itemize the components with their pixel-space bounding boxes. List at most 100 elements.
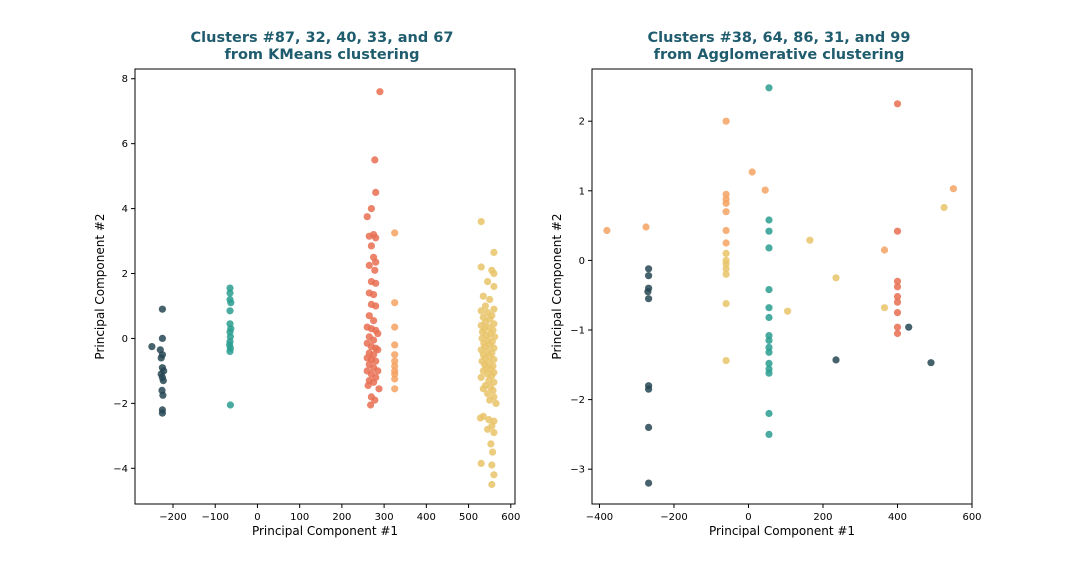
scatter-point xyxy=(880,304,889,312)
scatter-point xyxy=(371,156,379,164)
x-tick-label: 400 xyxy=(417,512,436,523)
y-tick-label: −3 xyxy=(570,465,585,476)
y-tick-label: 6 xyxy=(122,139,128,150)
y-tick-label: 1 xyxy=(579,186,585,197)
x-tick-label: −200 xyxy=(660,512,687,523)
scatter-point xyxy=(477,307,485,315)
scatter-point xyxy=(722,208,730,216)
scatter-point xyxy=(490,248,498,256)
scatter-point xyxy=(645,385,653,393)
x-tick-label: 300 xyxy=(375,512,394,523)
scatter-point xyxy=(391,323,399,331)
scatter-point xyxy=(227,299,235,307)
scatter-point xyxy=(159,377,167,385)
scatter-point xyxy=(645,272,653,280)
scatter-point xyxy=(722,300,730,308)
scatter-point xyxy=(603,226,611,235)
scatter-point xyxy=(765,244,773,252)
scatter-point xyxy=(391,351,399,359)
scatter-point xyxy=(490,355,498,364)
x-tick-label: 600 xyxy=(962,512,981,523)
scatter-point xyxy=(893,277,902,285)
chart-title-line: Clusters #87, 32, 40, 33, and 67 xyxy=(191,30,454,46)
scatter-point xyxy=(477,373,485,381)
x-tick-label: 400 xyxy=(888,512,907,523)
scatter-point xyxy=(372,357,380,365)
y-axis-label: Principal Component #2 xyxy=(550,213,564,359)
scatter-point xyxy=(374,330,382,338)
scatter-point xyxy=(226,401,234,409)
scatter-point xyxy=(371,266,379,274)
y-tick-label: 4 xyxy=(122,204,128,215)
x-tick-label: −100 xyxy=(201,512,228,523)
scatter-point xyxy=(490,269,498,278)
scatter-point xyxy=(893,309,902,317)
y-axis-label: Principal Component #2 xyxy=(93,213,107,359)
scatter-point xyxy=(645,423,653,431)
scatter-point xyxy=(722,239,730,247)
plot-area-frame xyxy=(591,68,973,505)
x-tick-label: 100 xyxy=(290,512,309,523)
scatter-point xyxy=(477,218,485,226)
y-tick-label: −4 xyxy=(113,464,128,475)
scatter-point xyxy=(363,213,371,221)
y-tick-label: 0 xyxy=(579,256,585,267)
scatter-point xyxy=(158,305,166,313)
y-tick-label: 2 xyxy=(122,269,128,280)
scatter-point xyxy=(481,302,489,310)
scatter-point xyxy=(484,278,492,286)
scatter-point xyxy=(372,234,380,242)
scatter-point xyxy=(489,448,497,456)
x-tick-label: 0 xyxy=(745,512,751,523)
scatter-point xyxy=(226,347,234,355)
scatter-point xyxy=(488,480,496,489)
scatter-point xyxy=(765,348,773,356)
scatter-point xyxy=(479,385,487,393)
y-tick-label: −1 xyxy=(570,326,585,337)
scatter-point xyxy=(479,292,487,300)
scatter-point xyxy=(370,336,378,344)
scatter-point xyxy=(893,100,902,108)
chart-title-line: from Agglomerative clustering xyxy=(654,47,905,63)
scatter-point xyxy=(226,289,234,297)
scatter-point xyxy=(927,359,935,367)
scatter-point xyxy=(765,336,773,344)
scatter-point xyxy=(367,242,375,250)
scatter-point xyxy=(893,283,902,291)
scatter-point xyxy=(893,293,902,301)
scatter-point xyxy=(391,229,399,237)
scatter-point xyxy=(765,313,773,322)
scatter-point xyxy=(148,343,156,351)
x-axis-label: Principal Component #1 xyxy=(252,524,398,538)
x-tick-label: −400 xyxy=(586,512,613,523)
scatter-point xyxy=(367,401,375,409)
scatter-point xyxy=(487,440,495,448)
scatter-point xyxy=(372,302,380,310)
scatter-point xyxy=(765,409,773,418)
plot-area-frame xyxy=(134,68,516,505)
scatter-point xyxy=(370,317,378,325)
scatter-point xyxy=(765,430,773,438)
scatter-point xyxy=(893,323,902,331)
scatter-point xyxy=(490,320,498,328)
scatter-point xyxy=(765,227,773,235)
scatter-point xyxy=(748,168,756,176)
scatter-point xyxy=(391,341,399,349)
scatter-point xyxy=(364,381,372,390)
scatter-point xyxy=(490,471,498,479)
scatter-point xyxy=(484,425,492,433)
scatter-point xyxy=(374,367,382,375)
scatter-point xyxy=(722,199,730,207)
scatter-point xyxy=(893,298,902,306)
scatter-point xyxy=(949,185,958,193)
scatter-point xyxy=(376,88,384,96)
scatter-point xyxy=(226,307,234,315)
scatter-point xyxy=(370,378,378,386)
scatter-point xyxy=(490,305,498,313)
x-tick-label: 200 xyxy=(813,512,832,523)
scatter-point xyxy=(490,282,498,291)
scatter-point xyxy=(784,307,792,315)
